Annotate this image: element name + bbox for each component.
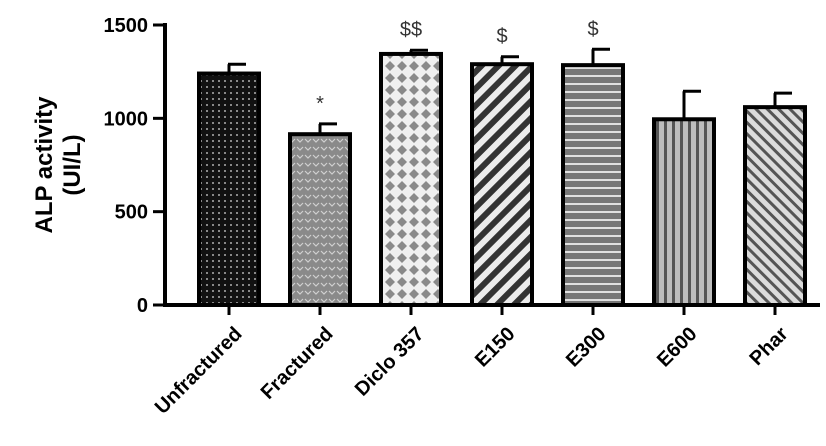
y-tick-label: 500 [115, 202, 148, 224]
bar-e300 [561, 63, 625, 307]
x-tick-label: E300 [562, 323, 611, 372]
x-tick-label: E150 [471, 323, 520, 372]
significance-mark: $$ [400, 19, 422, 41]
bars [197, 51, 807, 308]
error-bar [227, 62, 246, 74]
x-tick-label: Diclo 357 [351, 323, 429, 401]
y-axis-title-line2: (UI/L) [59, 134, 86, 195]
y-tick-label: 1500 [104, 15, 149, 37]
y-axis-title-line1: ALP activity [31, 96, 58, 234]
bar-e600 [652, 117, 716, 308]
error-bar [682, 89, 701, 120]
error-bar [409, 48, 428, 54]
significance-mark: * [316, 93, 324, 115]
y-tick-label: 0 [137, 295, 148, 317]
x-tick-label: E600 [653, 323, 702, 372]
bar-fractured [288, 132, 352, 307]
x-axis: Unfractured Fractured Diclo 357 E150 E300 E60… [151, 303, 820, 419]
bar-diclo-357 [379, 51, 443, 307]
error-bar [500, 55, 519, 65]
x-tick-label: Phar [746, 323, 793, 370]
significance-mark: $ [587, 18, 598, 40]
error-bars [227, 47, 792, 135]
significance-annotations: *$$ $ $ [316, 18, 598, 115]
y-axis: 0 500 1000 1500 [104, 15, 167, 317]
error-bar [773, 91, 792, 108]
bar-e150 [470, 62, 534, 307]
significance-mark: $ [496, 26, 507, 48]
error-bar [318, 122, 337, 135]
bar-unfractured [197, 71, 261, 307]
error-bar [591, 47, 610, 66]
y-axis-title: ALP activity (UI/L) [31, 96, 86, 234]
x-tick-label: Unfractured [151, 323, 247, 419]
bar-phar [743, 105, 807, 307]
y-tick-label: 1000 [104, 108, 149, 130]
x-tick-label: Fractured [257, 323, 338, 404]
